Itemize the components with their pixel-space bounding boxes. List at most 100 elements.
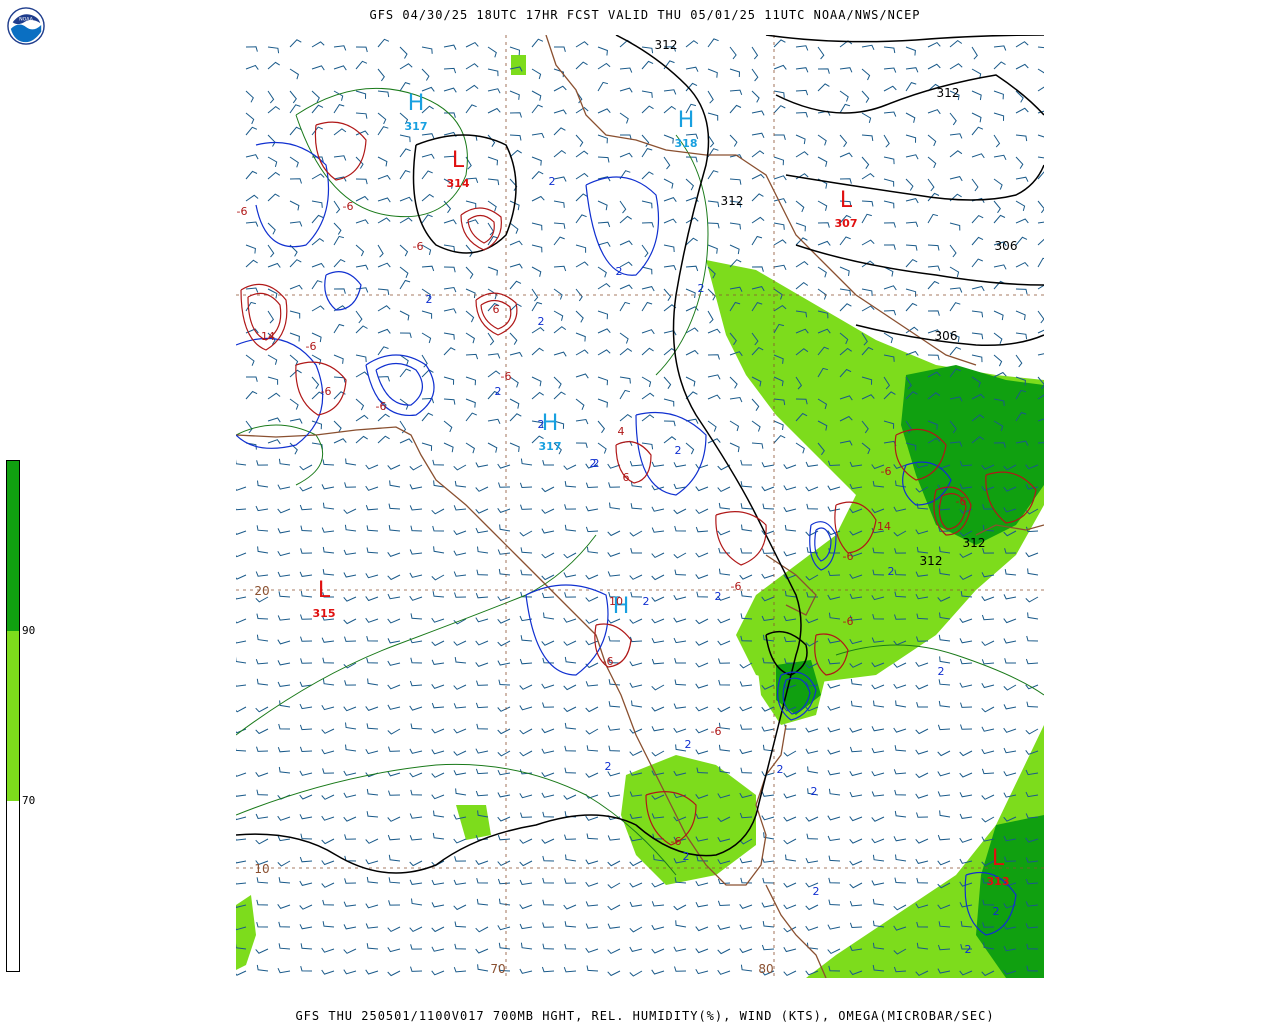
wind-barb xyxy=(431,970,445,976)
omega-up-contour xyxy=(375,362,423,406)
wind-barb xyxy=(915,970,929,977)
wind-barb xyxy=(795,237,808,246)
wind-barb xyxy=(475,593,489,599)
wind-barb xyxy=(949,420,957,434)
wind-barb xyxy=(541,966,555,973)
wind-barb xyxy=(365,706,379,711)
wind-barb xyxy=(894,614,907,620)
wind-barb xyxy=(763,832,775,840)
wind-barb xyxy=(839,214,852,224)
wind-barb xyxy=(607,571,621,577)
wind-barb xyxy=(938,634,951,642)
wind-barb xyxy=(476,877,489,884)
wind-barb xyxy=(761,530,775,536)
wind-barb xyxy=(883,178,895,187)
wind-barb xyxy=(256,899,269,906)
wind-barb xyxy=(365,838,379,844)
wind-barb xyxy=(277,747,291,753)
wind-barb xyxy=(245,170,258,180)
wind-barb xyxy=(817,328,831,334)
wind-barb xyxy=(695,683,709,689)
wind-barb xyxy=(278,921,291,928)
wind-barb xyxy=(387,552,401,557)
wind-barb xyxy=(685,349,699,356)
wind-barb xyxy=(542,877,555,884)
wind-barb xyxy=(707,354,720,360)
wind-barb xyxy=(553,109,567,115)
wind-barb xyxy=(443,67,457,74)
wind-barb xyxy=(849,922,863,929)
wind-barb xyxy=(849,746,863,753)
wind-barb xyxy=(729,332,737,346)
wind-barb xyxy=(729,442,740,453)
wind-barb xyxy=(541,592,555,599)
wind-barb xyxy=(795,398,808,405)
wind-barb xyxy=(333,258,346,268)
wind-barb xyxy=(410,613,423,620)
wind-barb xyxy=(475,790,489,797)
wind-barb xyxy=(345,722,357,730)
wind-barb xyxy=(541,552,555,559)
wind-barb xyxy=(563,706,577,713)
wind-barb xyxy=(685,237,698,246)
height-contour-label: 312 xyxy=(920,554,943,568)
wind-barb xyxy=(751,110,765,116)
wind-barb xyxy=(554,46,566,52)
wind-barb xyxy=(236,596,247,600)
omega-rising-label: 2 xyxy=(813,885,820,898)
wind-barb xyxy=(629,946,643,952)
wind-barb xyxy=(839,152,853,158)
wind-barb xyxy=(1003,486,1017,492)
humidity-fill-high xyxy=(976,815,1044,978)
wind-barb xyxy=(453,904,467,911)
humidity-contour xyxy=(655,134,709,376)
wind-barb xyxy=(366,657,379,664)
wind-barb xyxy=(663,398,675,407)
wind-barb xyxy=(849,901,863,907)
wind-barb xyxy=(553,127,566,136)
wind-barb xyxy=(905,302,918,312)
wind-barb xyxy=(949,287,963,293)
wind-barb xyxy=(893,506,907,512)
wind-barb xyxy=(828,612,841,620)
wind-barb xyxy=(585,574,599,580)
wind-barb xyxy=(355,325,368,334)
omega-up-contour xyxy=(236,337,324,449)
wind-barb xyxy=(300,965,313,972)
wind-barb xyxy=(1025,857,1039,863)
wind-barb xyxy=(795,67,809,73)
wind-barb xyxy=(367,678,379,686)
wind-barb xyxy=(245,328,259,334)
wind-barb xyxy=(927,280,940,290)
wind-barb xyxy=(629,618,643,624)
wind-barb xyxy=(861,156,870,169)
omega-down-contour xyxy=(314,121,367,181)
wind-barb xyxy=(300,943,313,950)
wind-barb xyxy=(883,354,895,362)
wind-barb xyxy=(597,200,608,211)
wind-barb xyxy=(355,60,368,70)
wind-barb xyxy=(1015,156,1024,169)
wind-barb xyxy=(236,640,247,644)
wind-barb xyxy=(949,176,963,182)
wind-barb xyxy=(575,106,589,114)
wind-barb xyxy=(783,946,797,953)
wind-barb xyxy=(893,683,907,689)
wind-barb xyxy=(245,221,259,227)
omega-up-contour xyxy=(964,871,1017,936)
wind-barb xyxy=(597,46,608,56)
wind-barb xyxy=(278,766,291,774)
wind-barb xyxy=(409,595,423,601)
wind-barb xyxy=(541,574,555,581)
wind-barb xyxy=(321,728,335,734)
wind-barb xyxy=(850,678,863,686)
wind-barb xyxy=(1025,923,1039,929)
wind-barb xyxy=(431,508,445,515)
wind-barb xyxy=(255,728,269,735)
wind-barb xyxy=(1037,221,1044,224)
wind-barb xyxy=(893,966,907,973)
wind-barb xyxy=(773,39,786,48)
wind-barb xyxy=(300,590,313,598)
wind-barb xyxy=(236,882,247,885)
